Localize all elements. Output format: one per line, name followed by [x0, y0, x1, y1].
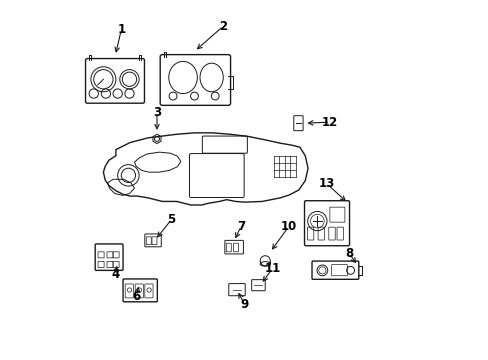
Text: 9: 9	[240, 298, 248, 311]
Text: 1: 1	[117, 23, 125, 36]
Text: 6: 6	[132, 289, 141, 303]
Text: 3: 3	[153, 105, 161, 119]
Text: 10: 10	[280, 220, 296, 233]
Text: 11: 11	[264, 262, 280, 275]
Text: 7: 7	[236, 220, 244, 233]
Text: 5: 5	[167, 213, 175, 226]
Text: 2: 2	[219, 20, 226, 33]
Text: 4: 4	[111, 268, 119, 281]
Text: 12: 12	[322, 116, 338, 129]
Text: 8: 8	[345, 247, 352, 260]
Text: 13: 13	[318, 177, 334, 190]
